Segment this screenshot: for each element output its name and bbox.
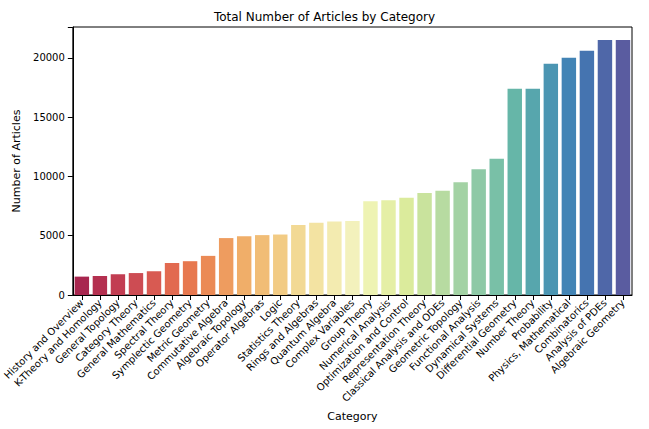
svg-text:0: 0 bbox=[58, 290, 64, 301]
svg-text:Quantum Algebra: Quantum Algebra bbox=[268, 297, 339, 368]
svg-text:Rings and Algebras: Rings and Algebras bbox=[244, 297, 320, 373]
svg-text:Algebraic Topology: Algebraic Topology bbox=[174, 297, 248, 371]
svg-text:Group Theory: Group Theory bbox=[318, 297, 375, 354]
svg-text:Algebraic Geometry: Algebraic Geometry bbox=[548, 297, 626, 375]
svg-text:Numerical Analysis: Numerical Analysis bbox=[317, 297, 393, 373]
svg-text:Metric Geometry: Metric Geometry bbox=[144, 297, 212, 365]
svg-text:Statistics Theory: Statistics Theory bbox=[235, 297, 303, 364]
svg-text:Analysis of PDEs: Analysis of PDEs bbox=[542, 297, 609, 364]
svg-text:Physics, Mathematical: Physics, Mathematical bbox=[486, 297, 573, 384]
svg-text:Classical Analysis and ODEs: Classical Analysis and ODEs bbox=[339, 297, 447, 404]
svg-text:5000: 5000 bbox=[39, 230, 64, 241]
svg-text:Optimization and Control: Optimization and Control bbox=[314, 297, 411, 394]
svg-text:K-Theory and Homology: K-Theory and Homology bbox=[12, 297, 104, 389]
svg-text:Category: Category bbox=[327, 410, 378, 423]
svg-text:Complex Variables: Complex Variables bbox=[283, 297, 357, 371]
svg-text:Logic: Logic bbox=[257, 297, 285, 324]
svg-text:20000: 20000 bbox=[33, 52, 65, 63]
svg-text:Functional Analysis: Functional Analysis bbox=[407, 297, 482, 372]
svg-text:Symplectic Geometry: Symplectic Geometry bbox=[109, 297, 194, 382]
svg-text:Dynamical Systems: Dynamical Systems bbox=[423, 297, 501, 375]
svg-text:General Mathematics: General Mathematics bbox=[74, 297, 158, 381]
svg-text:Operator Algebras: Operator Algebras bbox=[193, 297, 267, 370]
svg-text:Representation Theory: Representation Theory bbox=[340, 297, 429, 386]
svg-text:Spectral Theory: Spectral Theory bbox=[112, 297, 176, 361]
svg-text:Number of Articles: Number of Articles bbox=[10, 109, 23, 212]
svg-text:Commutative Algebra: Commutative Algebra bbox=[144, 297, 230, 383]
svg-text:Probability: Probability bbox=[509, 297, 555, 343]
svg-text:History and Overview: History and Overview bbox=[1, 297, 86, 381]
svg-text:Total Number of Articles by Ca: Total Number of Articles by Category bbox=[213, 10, 435, 24]
svg-text:15000: 15000 bbox=[33, 112, 65, 123]
svg-text:General Topology: General Topology bbox=[52, 297, 122, 367]
svg-text:Differential Geometry: Differential Geometry bbox=[434, 297, 519, 382]
svg-text:Combinatorics: Combinatorics bbox=[532, 297, 591, 356]
svg-text:Geometric Topology: Geometric Topology bbox=[386, 297, 465, 376]
svg-text:Category Theory: Category Theory bbox=[73, 297, 140, 364]
svg-text:Number Theory: Number Theory bbox=[473, 297, 537, 360]
svg-text:10000: 10000 bbox=[33, 171, 65, 182]
